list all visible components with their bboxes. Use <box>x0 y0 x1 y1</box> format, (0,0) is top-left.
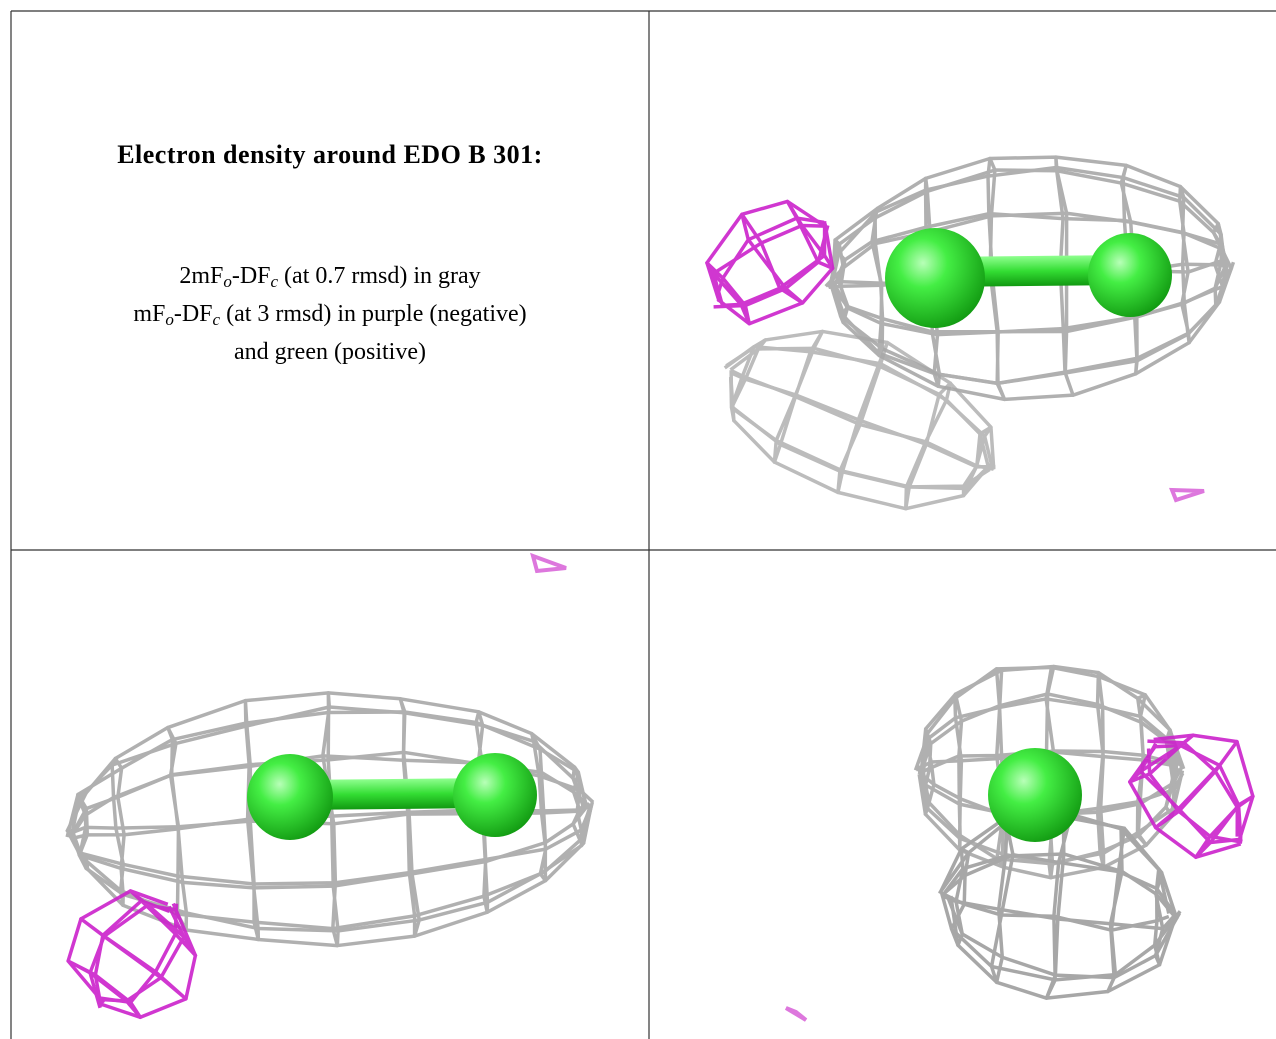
line: 2mFo-DFc (at 0.7 rmsd) in gray <box>12 257 648 295</box>
mesh-meridian <box>729 376 987 511</box>
mesh-meridian <box>1146 748 1243 844</box>
atom <box>988 748 1082 842</box>
mesh-meridian <box>918 765 1178 866</box>
mesh-meridian <box>829 261 1236 402</box>
frame <box>10 10 1276 1039</box>
mesh-meridian <box>705 199 829 302</box>
mesh-meridian <box>101 902 198 1020</box>
mesh-meridian <box>829 168 1233 282</box>
atom <box>885 228 985 328</box>
mesh-meridian <box>940 891 1170 932</box>
mesh-ring <box>66 959 143 1020</box>
text-panel: Electron density around EDO B 301: 2mFo-… <box>12 12 648 549</box>
mesh-meridian <box>88 903 176 1009</box>
mesh-ring <box>1106 826 1127 994</box>
text: (at 3 rmsd) in purple (negative) <box>220 301 527 327</box>
mesh-meridian <box>66 889 169 1005</box>
mesh-meridian <box>65 710 589 838</box>
mesh <box>66 889 198 1020</box>
text: -DF <box>231 263 271 289</box>
mesh-meridian <box>715 216 825 297</box>
mesh-ring <box>1135 693 1148 847</box>
mesh-meridian <box>713 225 830 309</box>
mesh-meridian <box>70 810 591 886</box>
mesh-fragment <box>1169 487 1205 503</box>
mesh-meridian <box>826 267 1228 334</box>
mesh-meridian <box>65 801 595 931</box>
mesh-meridian <box>730 371 996 469</box>
atom <box>453 753 537 837</box>
text: -DF <box>173 301 213 327</box>
mesh-meridian <box>68 754 595 839</box>
mesh <box>1127 733 1255 860</box>
mesh-meridian <box>1127 744 1242 860</box>
text: mF <box>133 301 166 327</box>
line: and green (positive) <box>12 333 648 371</box>
mesh-meridian <box>1147 739 1240 837</box>
line: mFo-DFc (at 3 rmsd) in purple (negative) <box>12 295 648 333</box>
mesh-meridian <box>66 805 593 948</box>
mesh-meridian <box>725 329 996 470</box>
mesh-meridian <box>69 803 593 836</box>
text: (at 0.7 rmsd) in gray <box>278 263 481 289</box>
atom <box>1088 233 1172 317</box>
mesh-meridian <box>946 897 1182 980</box>
text: 2mF <box>179 263 224 289</box>
bond <box>289 778 496 810</box>
mesh-ring <box>1095 670 1106 870</box>
mesh <box>705 199 835 326</box>
mesh-fragment <box>530 552 567 574</box>
density-meshes <box>65 155 1255 1022</box>
mesh-meridian <box>824 211 1229 288</box>
mesh <box>65 691 595 948</box>
mesh-meridian <box>70 705 587 833</box>
mesh-meridian <box>942 852 1179 921</box>
mesh-meridian <box>729 346 995 471</box>
title: Electron density around EDO B 301: <box>117 140 543 169</box>
mesh-meridian <box>940 893 1182 982</box>
atom <box>247 754 333 840</box>
mesh <box>723 329 996 511</box>
subscript: c <box>270 272 279 291</box>
description: 2mFo-DFc (at 0.7 rmsd) in gray mFo-DFc (… <box>12 257 648 371</box>
mesh-meridian <box>1154 743 1243 838</box>
mesh-meridian <box>711 223 825 305</box>
mesh-meridian <box>716 223 835 326</box>
mesh-meridian <box>919 692 1185 773</box>
mesh-meridian <box>917 765 1179 880</box>
mesh-meridian <box>913 697 1178 771</box>
mesh-meridian <box>921 665 1181 773</box>
mesh-meridian <box>829 266 1234 386</box>
mesh-meridian <box>949 895 1177 1000</box>
text: and green (positive) <box>234 339 426 365</box>
mesh-meridian <box>1153 733 1255 842</box>
mesh-meridian <box>830 155 1229 288</box>
mesh-meridian <box>102 905 186 1003</box>
mesh-meridian <box>728 377 992 491</box>
mesh-meridian <box>729 370 991 489</box>
subscript: o <box>223 272 232 291</box>
subscript: c <box>212 310 221 329</box>
mesh-meridian <box>69 802 591 890</box>
mesh-ring <box>398 697 421 938</box>
subscript: o <box>165 310 174 329</box>
mesh-fragment <box>784 1006 808 1022</box>
